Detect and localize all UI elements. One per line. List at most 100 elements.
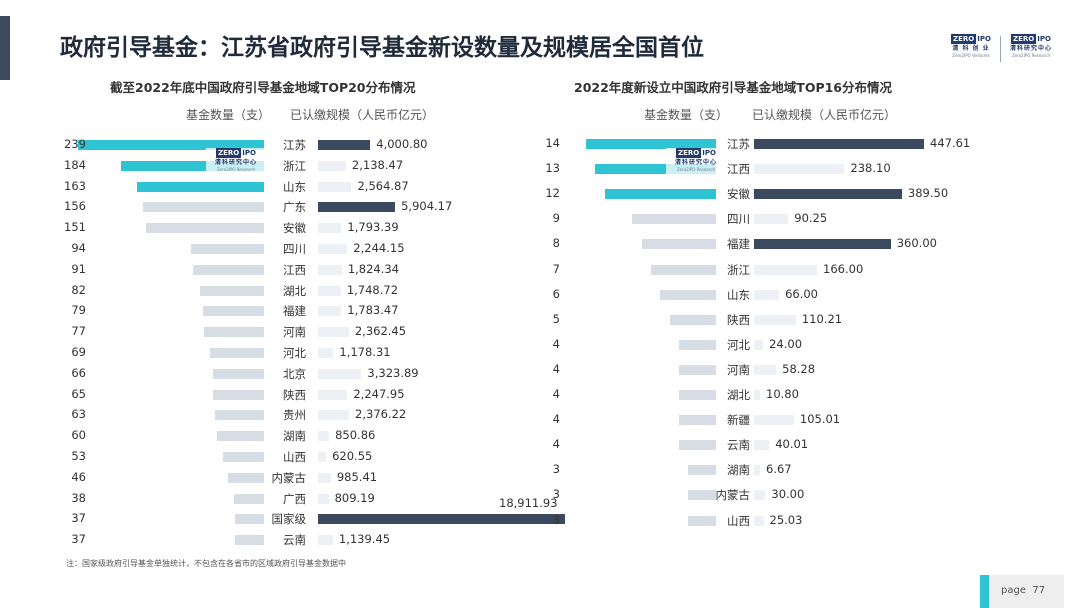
scale-label: 2,564.87: [357, 178, 409, 193]
scale-label: 10.80: [766, 387, 799, 401]
count-bar: [222, 452, 264, 462]
scale-label: 66.00: [785, 286, 818, 301]
scale-bar: [318, 472, 331, 483]
region-label: 浙江: [283, 158, 306, 173]
scale-bar: [318, 181, 352, 192]
region-label: 江西: [283, 262, 306, 277]
watermark-left-zero: ZERO: [216, 148, 242, 158]
count-bar: [604, 189, 716, 200]
scale-label: 40.01: [775, 437, 809, 452]
count-bar: [213, 389, 264, 400]
zero2ipo-ventures-logo: ZERO IPO 清 科 创 业 Zero2IPO Ventures: [946, 34, 996, 64]
zero2ipo-research-logo: ZERO IPO 清科研究中心 Zero2IPO Research: [1006, 34, 1056, 64]
count-bar: [200, 285, 264, 296]
count-label: 156: [64, 199, 86, 214]
count-bar: [678, 339, 716, 350]
count-label: 184: [64, 157, 86, 172]
scale-label: 3,323.89: [367, 365, 419, 380]
count-bar: [137, 181, 264, 192]
count-bar: [678, 390, 716, 400]
scale-label: 6.67: [766, 462, 792, 477]
count-label: 37: [71, 511, 86, 526]
scale-bar: [318, 452, 327, 462]
count-label: 63: [71, 407, 86, 422]
logo-right-cn: 清科研究中心: [1009, 45, 1052, 52]
region-label: 内蒙古: [715, 488, 751, 503]
count-label: 66: [71, 365, 86, 380]
logo-right-ipo: IPO: [1037, 35, 1051, 43]
count-label: 9: [552, 211, 560, 226]
count-label: 3: [552, 487, 560, 502]
region-label: 新疆: [727, 413, 750, 428]
count-bar: [217, 431, 264, 442]
count-bar: [632, 214, 716, 225]
region-label: 广东: [283, 200, 306, 215]
scale-bar: [318, 202, 396, 213]
count-label: 60: [71, 428, 86, 443]
scale-bar: [318, 493, 329, 504]
count-bar: [678, 364, 716, 375]
count-label: 7: [552, 261, 560, 276]
count-bar: [688, 465, 716, 476]
scale-label: 90.25: [794, 211, 828, 226]
watermark-left: ZERO IPO 清科研究中心 Zero2IPO Research: [206, 148, 266, 174]
scale-bar: [754, 440, 770, 451]
count-column-header: 基金数量（支）: [186, 108, 271, 122]
scale-bar: [754, 214, 789, 225]
count-label: 6: [552, 286, 560, 301]
region-label: 内蒙古: [271, 470, 307, 485]
count-column-header: 基金数量（支）: [644, 108, 729, 122]
count-bar: [142, 202, 264, 213]
scale-bar: [318, 410, 350, 421]
region-label: 山西: [727, 513, 750, 528]
scale-bar: [318, 514, 565, 525]
scale-label: 389.50: [907, 186, 949, 201]
scale-label: 1,178.31: [339, 345, 391, 359]
watermark-right-zero: ZERO: [676, 148, 702, 158]
count-bar: [660, 289, 716, 300]
watermark-right-cn: 清科研究中心: [674, 159, 717, 166]
scale-label: 2,362.45: [354, 324, 407, 339]
count-bar: [235, 535, 264, 546]
count-label: 151: [64, 220, 86, 235]
logo-left-ipo: IPO: [977, 35, 991, 43]
count-bar: [678, 440, 716, 451]
watermark-right: ZERO IPO 清科研究中心 Zero2IPO Research: [666, 148, 726, 174]
count-label: 65: [71, 386, 86, 401]
title-accent-bar: [0, 16, 10, 80]
page-number-box: [989, 575, 1064, 608]
count-bar: [651, 264, 716, 275]
count-bar: [190, 244, 264, 254]
brand-logos: ZERO IPO 清 科 创 业 Zero2IPO Ventures ZERO IP…: [946, 34, 1056, 64]
count-label: 94: [71, 241, 86, 255]
count-bar: [204, 327, 264, 338]
count-label: 163: [64, 178, 86, 193]
count-label: 3: [552, 512, 560, 527]
region-label: 湖南: [283, 429, 306, 444]
logo-right-zero: ZERO: [1011, 34, 1037, 44]
region-label: 四川: [283, 242, 306, 256]
region-label: 云南: [727, 438, 750, 453]
region-label: 湖南: [727, 463, 750, 478]
region-label: 山西: [283, 450, 306, 464]
count-label: 37: [71, 532, 86, 547]
count-bar: [669, 314, 716, 325]
scale-bar: [754, 364, 777, 375]
region-label: 国家级: [271, 512, 307, 527]
scale-bar: [318, 285, 341, 296]
count-label: 4: [552, 412, 560, 427]
page-accent: [980, 575, 989, 608]
region-label: 湖北: [727, 388, 750, 402]
scale-bar: [754, 515, 764, 526]
count-bar: [228, 472, 264, 483]
scale-bar: [754, 390, 760, 400]
watermark-right-ipo: IPO: [702, 149, 716, 157]
count-bar: [146, 223, 264, 234]
count-bar: [688, 490, 716, 501]
scale-bar: [754, 490, 766, 501]
count-label: 12: [545, 186, 560, 201]
scale-label: 5,904.17: [401, 199, 453, 214]
scale-label: 2,138.47: [351, 157, 404, 172]
scale-label: 1,139.45: [338, 532, 391, 547]
logo-left-cn: 清 科 创 业: [952, 45, 990, 52]
